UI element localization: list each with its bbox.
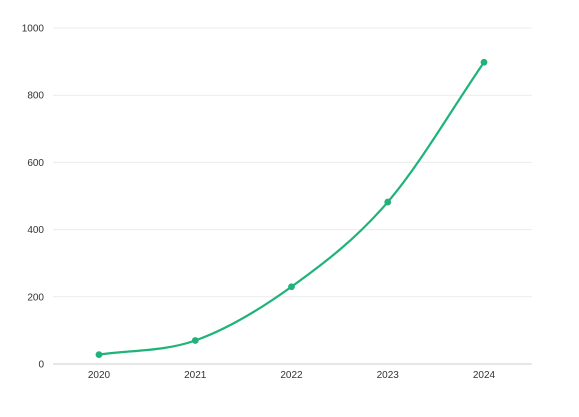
data-point [480,58,488,66]
y-tick-label: 200 [27,292,44,303]
y-tick-label: 400 [27,225,44,236]
points-layer [95,58,488,358]
data-point [288,283,295,291]
x-tick-label: 2021 [184,370,207,381]
x-axis: 2020 2021 2022 2023 2024 [88,370,496,381]
series-line [97,61,486,356]
y-axis: 0 200 400 600 800 1000 [22,24,45,371]
x-tick-label: 2022 [280,370,303,381]
x-tick-label: 2020 [88,370,111,381]
y-tick-label: 1000 [22,24,45,35]
y-tick-label: 600 [27,158,44,169]
y-tick-label: 800 [27,91,44,102]
x-tick-label: 2023 [377,370,400,381]
data-point [95,351,103,358]
data-point [191,337,199,344]
y-tick-label: 0 [38,360,44,371]
grid-layer [53,27,532,365]
series-layer [97,61,486,356]
data-point [384,198,392,206]
x-tick-label: 2024 [473,370,496,381]
